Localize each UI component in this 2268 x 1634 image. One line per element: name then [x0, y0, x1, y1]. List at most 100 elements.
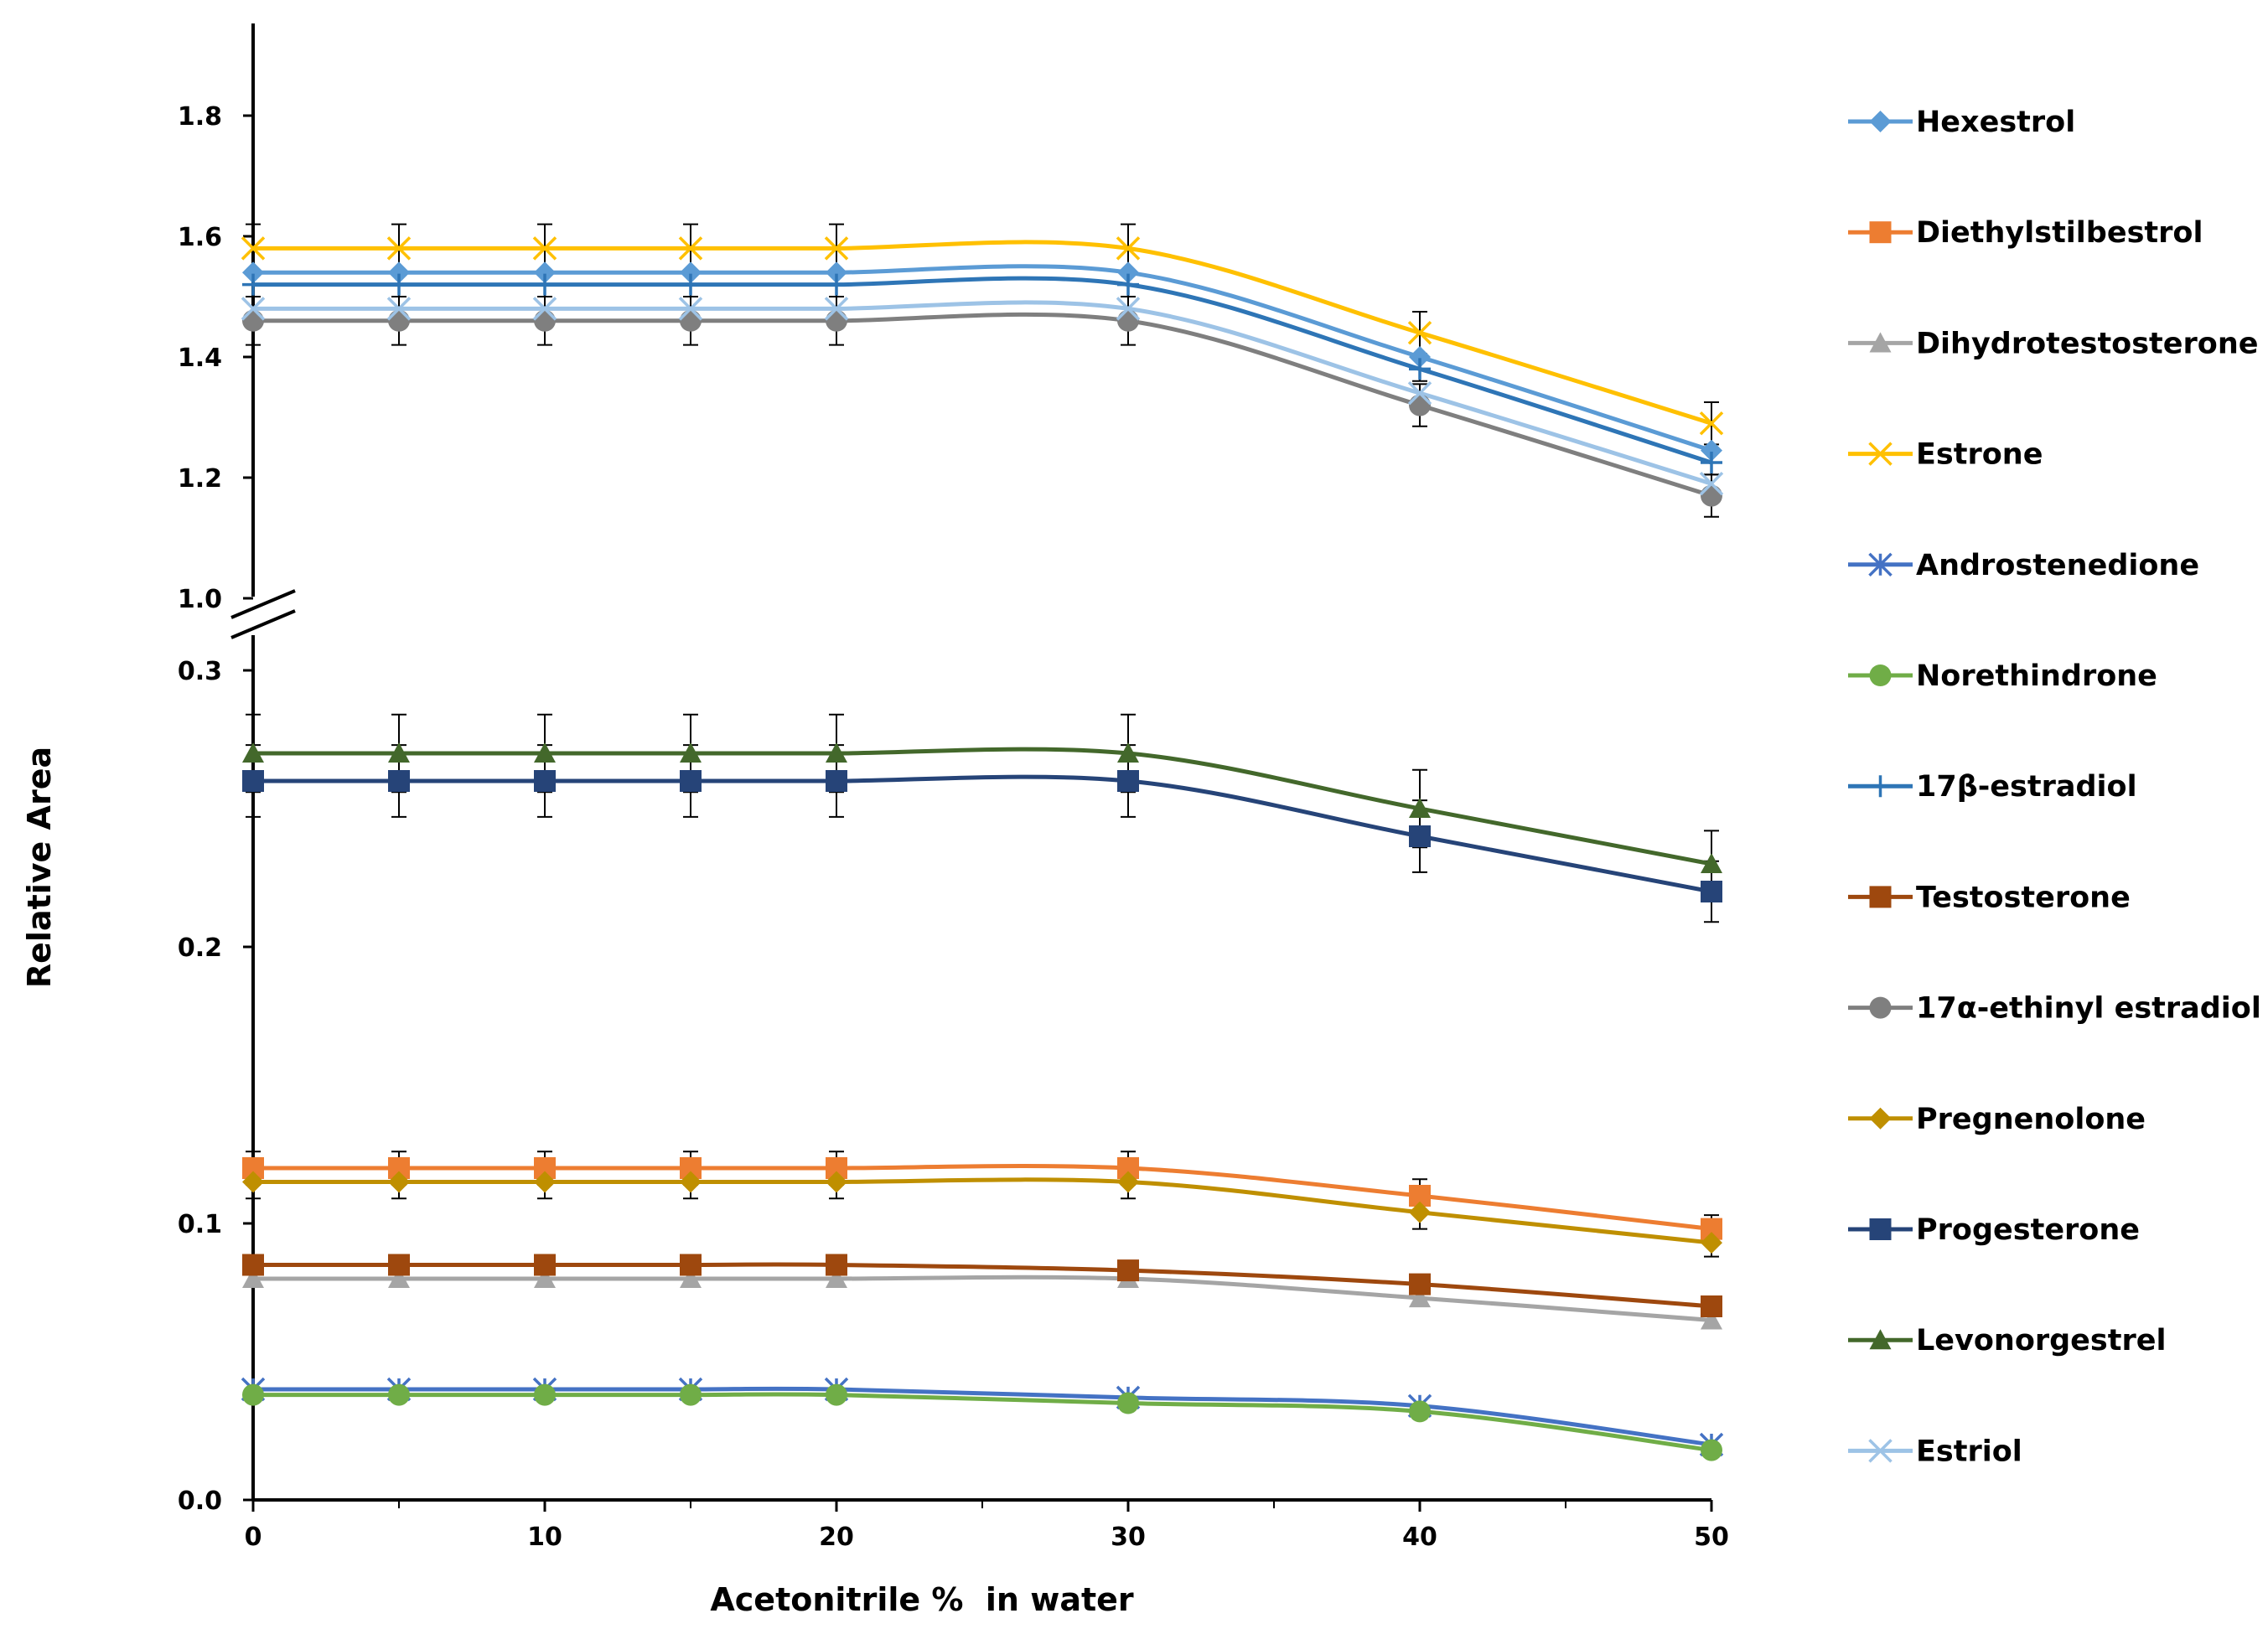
data-point-levonorgestrel	[388, 742, 410, 763]
legend-label: Norethindrone	[1916, 659, 2157, 693]
axis-ticks: 0 10 20 30 40 50 0.0 0.1 0.2 0.3 1.0 1.2 1.4 1.6 1.8	[178, 102, 1729, 1552]
data-point-norethindrone	[388, 1383, 410, 1406]
data-point-17-estradiol	[242, 273, 264, 296]
data-point-levonorgestrel	[1409, 798, 1431, 819]
data-point-progesterone	[242, 770, 264, 792]
data-point-estrone	[824, 236, 849, 261]
data-point-norethindrone	[826, 1383, 847, 1406]
axis-break-icon	[230, 589, 296, 639]
data-point-testosterone	[242, 1254, 264, 1276]
data-point-progesterone	[534, 770, 556, 792]
series-line-hexestrol	[253, 264, 1712, 452]
legend-marker	[1869, 1107, 1892, 1130]
data-point-estrone	[1116, 236, 1141, 261]
data-point-estrone	[532, 236, 557, 261]
legend-label: 17α-ethinyl estradiol	[1916, 992, 2261, 1026]
series-line-levonorgestrel	[253, 747, 1712, 866]
data-point-17-ethinyl-estradiol	[242, 309, 264, 332]
data-point-estriol	[532, 297, 557, 321]
data-point-progesterone	[388, 770, 410, 792]
legend-marker	[1869, 996, 1892, 1019]
data-point-estriol	[241, 297, 266, 321]
data-point-dihydrotestosterone	[388, 1268, 410, 1289]
data-point-estriol	[1116, 297, 1141, 321]
series-line-pregnenolone	[252, 1177, 1712, 1245]
data-point-hexestrol	[388, 261, 410, 284]
legend-label: Hexestrol	[1916, 106, 2075, 139]
data-point-pregnenolone	[242, 1171, 264, 1193]
data-point-levonorgestrel	[242, 742, 264, 763]
data-point-dihydrotestosterone	[1409, 1287, 1431, 1308]
data-point-dihydrotestosterone	[826, 1268, 847, 1289]
data-point-17-ethinyl-estradiol	[534, 309, 556, 332]
legend-label: Dihydrotestosterone	[1916, 327, 2258, 360]
data-point-estrone	[241, 236, 266, 261]
data-point-estriol	[1407, 380, 1432, 406]
data-point-testosterone	[1701, 1295, 1722, 1317]
y-tick-label: 1.2	[178, 464, 222, 494]
y-tick-label: 0.2	[178, 933, 222, 963]
data-point-17-ethinyl-estradiol	[1409, 394, 1431, 416]
data-point-17-estradiol	[534, 273, 556, 296]
data-point-pregnenolone	[1701, 1232, 1722, 1254]
data-point-hexestrol	[1701, 439, 1722, 462]
data-point-progesterone	[680, 770, 702, 792]
legend-label: Levonorgestrel	[1916, 1324, 2166, 1357]
legend-item-estriol: Estriol	[1848, 1435, 2022, 1468]
legend-marker	[1869, 1218, 1892, 1240]
data-point-hexestrol	[1117, 261, 1139, 284]
data-point-estriol	[824, 297, 849, 321]
x-tick-label: 50	[1694, 1523, 1729, 1552]
legend-marker	[1868, 1439, 1893, 1463]
x-tick-label: 20	[819, 1523, 854, 1552]
y-tick-label: 0.3	[178, 657, 222, 686]
data-point-hexestrol	[242, 261, 264, 284]
series-line-17-estradiol	[253, 276, 1712, 465]
data-point-estrone	[386, 236, 412, 261]
y-tick-label: 0.1	[178, 1210, 222, 1239]
legend-marker	[1869, 775, 1892, 798]
data-point-progesterone	[826, 770, 847, 792]
data-point-dihydrotestosterone	[242, 1268, 264, 1289]
y-tick-label: 0.0	[178, 1487, 222, 1516]
data-point-levonorgestrel	[1117, 742, 1139, 763]
data-point-17-ethinyl-estradiol	[1117, 309, 1139, 332]
data-point-levonorgestrel	[680, 742, 702, 763]
data-point-testosterone	[388, 1254, 410, 1276]
legend-label: 17β-estradiol	[1916, 770, 2137, 804]
data-point-hexestrol	[826, 261, 847, 284]
legend-item-17-ethinyl-estradiol: 17α-ethinyl estradiol	[1848, 992, 2261, 1026]
data-point-progesterone	[1701, 881, 1722, 902]
legend-item-estrone: Estrone	[1848, 438, 2043, 472]
data-point-levonorgestrel	[534, 742, 556, 763]
legend-label: Diethylstilbestrol	[1916, 216, 2203, 250]
legend-item-hexestrol: Hexestrol	[1848, 106, 2075, 139]
legend-item-progesterone: Progesterone	[1848, 1213, 2140, 1247]
y-axis-title: Relative Area	[21, 747, 58, 988]
data-point-norethindrone	[680, 1383, 702, 1406]
data-point-hexestrol	[680, 261, 702, 284]
x-axis-title: Acetonitrile % in water	[710, 1581, 1134, 1618]
data-point-levonorgestrel	[1701, 853, 1722, 874]
data-point-pregnenolone	[826, 1171, 847, 1193]
legend: Hexestrol Diethylstilbestrol Dihydrotestos…	[1848, 106, 2261, 1468]
data-point-testosterone	[680, 1254, 702, 1276]
data-point-17-ethinyl-estradiol	[388, 309, 410, 332]
data-point-estriol	[678, 297, 703, 321]
series-markers	[241, 236, 1724, 1461]
legend-item-levonorgestrel: Levonorgestrel	[1848, 1324, 2166, 1357]
data-point-norethindrone	[1701, 1439, 1722, 1461]
legend-label: Progesterone	[1916, 1213, 2140, 1247]
data-point-17-ethinyl-estradiol	[1701, 484, 1722, 507]
data-point-norethindrone	[242, 1383, 264, 1406]
legend-item-17-estradiol: 17β-estradiol	[1848, 770, 2137, 804]
data-point-17-ethinyl-estradiol	[680, 309, 702, 332]
data-point-pregnenolone	[680, 1171, 702, 1193]
legend-item-androstenedione: Androstenedione	[1848, 549, 2199, 582]
x-tick-label: 40	[1402, 1523, 1437, 1552]
data-point-17-estradiol	[680, 273, 702, 296]
series-line-testosterone	[253, 1262, 1712, 1309]
x-tick-label: 30	[1111, 1523, 1146, 1552]
legend-label: Pregnenolone	[1916, 1103, 2146, 1136]
